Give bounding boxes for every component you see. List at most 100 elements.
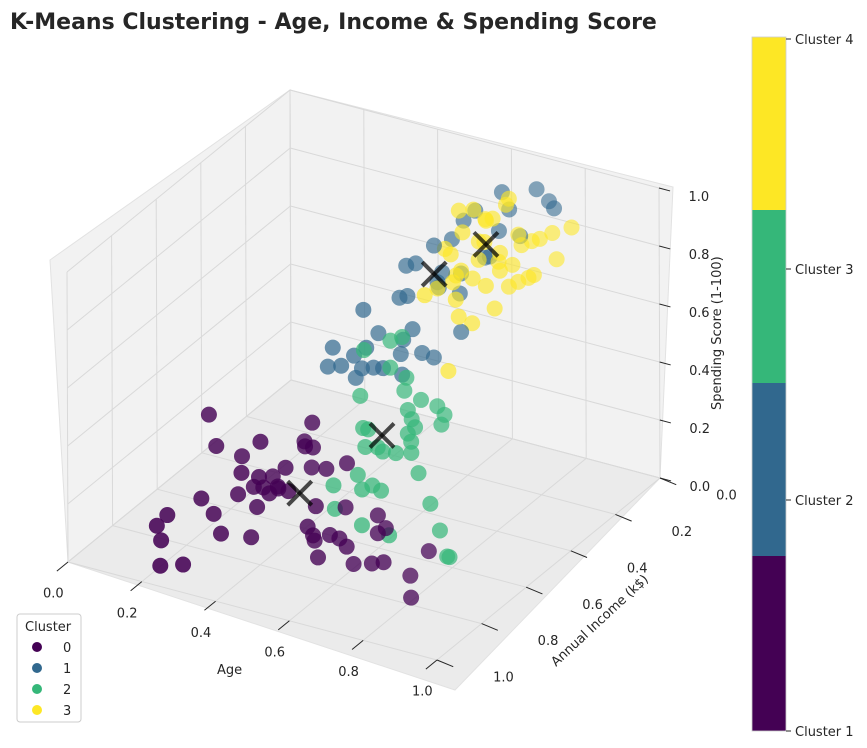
data-point-cluster-3 xyxy=(548,251,565,268)
legend-label-0: 0 xyxy=(63,641,71,656)
z-tick-mark xyxy=(659,303,671,308)
data-point-cluster-3 xyxy=(497,196,514,213)
data-point-cluster-0 xyxy=(193,490,210,507)
grid-line xyxy=(658,187,661,479)
centroid-stroke xyxy=(420,260,448,288)
data-point-cluster-0 xyxy=(208,438,225,454)
legend-label-3: 3 xyxy=(63,704,71,719)
data-point-cluster-2 xyxy=(403,444,420,461)
grid-line xyxy=(290,147,660,247)
data-point-cluster-2 xyxy=(403,433,420,450)
legend-marker-3 xyxy=(32,705,42,715)
data-point-cluster-0 xyxy=(369,507,386,524)
grid-line xyxy=(362,458,587,641)
axis-ticks: 0.0 0.2 0.4 0.6 0.8 1.0 0.0 0.2 0.4 0.6 0.8 1.0 0.0 0… xyxy=(43,187,737,700)
data-point-cluster-3 xyxy=(429,280,446,297)
data-point-cluster-1 xyxy=(528,181,545,198)
data-point-cluster-1 xyxy=(425,237,442,254)
data-point-cluster-0 xyxy=(205,505,222,522)
grid-line xyxy=(246,415,616,515)
y-tick-mark xyxy=(204,600,216,611)
data-point-cluster-0 xyxy=(233,464,250,481)
y-tick-mark xyxy=(277,620,290,631)
data-point-cluster-0 xyxy=(277,459,294,476)
data-point-cluster-0 xyxy=(159,507,176,524)
centroid-marker-1 xyxy=(420,260,448,288)
legend-label-1: 1 xyxy=(63,662,71,677)
data-point-cluster-2 xyxy=(355,342,372,359)
z-tick-mark xyxy=(659,419,671,424)
grid-line xyxy=(155,199,158,490)
legend-label-2: 2 xyxy=(63,683,71,698)
z-tick-mark xyxy=(658,187,671,192)
data-point-cluster-0 xyxy=(234,448,250,465)
data-point-cluster-2 xyxy=(407,419,424,436)
y-axis-label: Annual Income (k$) xyxy=(548,572,651,670)
legend: Cluster 0 1 2 3 xyxy=(16,613,82,723)
data-point-cluster-3 xyxy=(510,273,527,290)
z-tick-label: 0.4 xyxy=(689,364,710,379)
x-tick-mark xyxy=(570,550,588,558)
colorbar: Cluster 4 Cluster 3 Cluster 2 Cluster 1 xyxy=(751,33,854,740)
data-point-cluster-0 xyxy=(310,549,327,566)
grid-line xyxy=(584,168,587,459)
chart-title: K-Means Clustering - Age, Income & Spend… xyxy=(10,10,657,35)
colorbar-segment-cluster-1 xyxy=(752,556,786,731)
legend-frame xyxy=(16,613,82,723)
data-point-cluster-2 xyxy=(431,522,448,539)
grid-line xyxy=(67,263,291,447)
data-point-cluster-1 xyxy=(324,339,341,356)
data-point-cluster-3 xyxy=(447,291,464,308)
z-tick-label: 0.8 xyxy=(689,248,710,263)
data-point-cluster-3 xyxy=(465,201,482,218)
z-tick-mark xyxy=(659,245,671,250)
grid-line xyxy=(290,321,660,421)
y-tick-label: 0.0 xyxy=(43,587,64,602)
z-tick-label: 1.0 xyxy=(689,190,710,205)
data-point-cluster-0 xyxy=(153,532,170,549)
data-point-cluster-3 xyxy=(477,277,494,294)
centroid-marker-2 xyxy=(368,422,396,449)
grid-line xyxy=(244,126,247,417)
data-point-cluster-0 xyxy=(303,459,320,476)
data-point-cluster-2 xyxy=(399,401,416,418)
data-point-cluster-0 xyxy=(212,525,229,542)
grid-line xyxy=(289,438,513,622)
data-point-cluster-1 xyxy=(414,344,431,361)
data-point-cluster-0 xyxy=(369,525,386,542)
data-point-cluster-3 xyxy=(416,287,433,304)
colorbar-segment-cluster-4 xyxy=(752,37,786,210)
data-point-cluster-1 xyxy=(370,325,387,342)
data-point-cluster-2 xyxy=(382,332,399,349)
grid-line xyxy=(67,379,292,563)
data-point-cluster-0 xyxy=(249,499,266,515)
grid-line xyxy=(200,162,203,453)
grid-line xyxy=(290,263,660,363)
colorbar-label-cluster-3: Cluster 3 xyxy=(795,263,854,278)
y-tick-label: 0.8 xyxy=(338,665,359,680)
legend-marker-1 xyxy=(32,663,42,673)
data-point-cluster-0 xyxy=(337,499,354,516)
data-point-cluster-0 xyxy=(339,455,355,472)
data-point-cluster-2 xyxy=(352,387,369,404)
grid-line xyxy=(66,89,291,273)
data-point-cluster-2 xyxy=(396,382,413,399)
data-point-cluster-0 xyxy=(318,460,335,477)
y-tick-mark xyxy=(56,561,69,572)
y-tick-label: 0.6 xyxy=(264,645,285,660)
data-point-cluster-3 xyxy=(464,315,481,332)
y-tick-mark xyxy=(425,659,438,670)
data-point-cluster-2 xyxy=(349,466,366,483)
z-tick-label: 0.0 xyxy=(690,480,711,495)
grid-line xyxy=(67,561,438,661)
data-point-cluster-2 xyxy=(353,517,370,534)
data-point-cluster-1 xyxy=(353,360,370,377)
y-tick-label: 0.4 xyxy=(191,626,212,641)
data-point-cluster-3 xyxy=(504,256,521,273)
y-tick-label: 1.0 xyxy=(412,685,433,700)
data-point-cluster-2 xyxy=(398,369,415,386)
colorbar-frame xyxy=(751,36,787,732)
x-tick-label: 0.6 xyxy=(582,598,603,613)
x-tick-label: 0.2 xyxy=(671,525,692,540)
